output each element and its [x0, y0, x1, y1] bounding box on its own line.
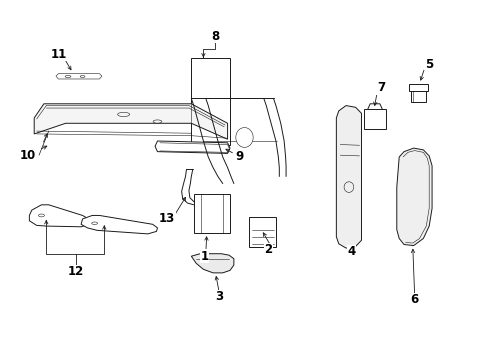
Polygon shape [56, 74, 102, 79]
Polygon shape [191, 254, 233, 273]
Text: 4: 4 [347, 245, 355, 258]
Text: 10: 10 [20, 149, 36, 162]
Polygon shape [155, 141, 229, 153]
Text: 12: 12 [68, 265, 84, 278]
Ellipse shape [344, 182, 353, 192]
Text: 3: 3 [215, 291, 223, 303]
Text: 7: 7 [376, 81, 384, 94]
Bar [191, 58, 229, 145]
Bar [193, 194, 229, 233]
Polygon shape [29, 205, 90, 227]
Text: 9: 9 [235, 150, 244, 163]
Ellipse shape [39, 214, 44, 217]
Bar [364, 109, 386, 129]
Text: 11: 11 [50, 48, 66, 61]
Ellipse shape [65, 76, 71, 77]
Text: 13: 13 [159, 212, 175, 225]
Ellipse shape [153, 120, 162, 123]
Text: 6: 6 [410, 293, 418, 306]
Ellipse shape [117, 112, 129, 117]
Text: 1: 1 [201, 250, 208, 263]
Ellipse shape [92, 222, 97, 225]
Polygon shape [235, 127, 253, 147]
Polygon shape [396, 148, 431, 246]
Bar [410, 91, 425, 102]
Bar [408, 84, 427, 91]
Text: 5: 5 [424, 58, 432, 71]
Polygon shape [336, 105, 361, 248]
Ellipse shape [80, 76, 85, 77]
Polygon shape [81, 215, 157, 234]
Text: 2: 2 [264, 243, 272, 256]
Text: 8: 8 [211, 30, 219, 43]
Polygon shape [34, 104, 227, 139]
Bar [249, 217, 275, 247]
